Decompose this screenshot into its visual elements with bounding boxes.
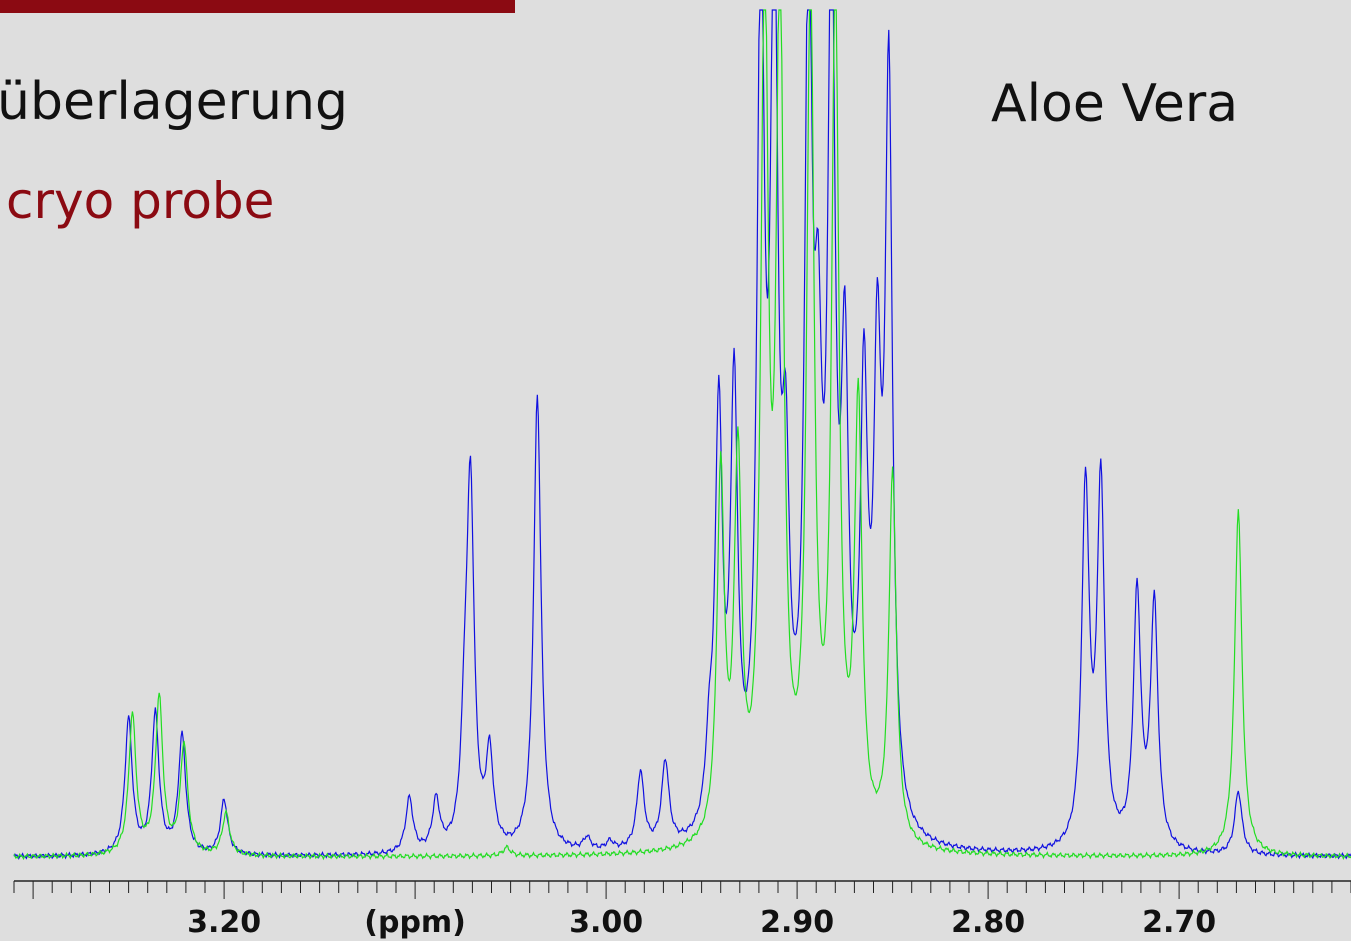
spectrum-peak — [408, 801, 410, 803]
spectrum-peak — [586, 843, 588, 845]
spectrum-peak — [718, 441, 720, 443]
x-axis: 3.20 3.00 2.90 2.80 2.70 (ppm) — [13, 880, 1351, 940]
title-accent-bar — [0, 0, 515, 13]
spectrum-peak — [817, 500, 819, 502]
spectrum-peak — [844, 433, 846, 435]
probe-subtitle: cryo probe — [6, 172, 275, 230]
spectrum-peak — [863, 441, 865, 443]
spectrum-peak — [888, 115, 890, 117]
spectrum-peak — [664, 771, 666, 773]
spectrum-peak — [435, 805, 437, 807]
spectrum-peak — [876, 437, 878, 439]
spectrum-peak — [639, 780, 641, 782]
spectrum-peak — [469, 500, 471, 502]
series-line-green — [13, 9, 1351, 861]
spectrum-peak — [609, 848, 611, 850]
x-tick-label: 2.70 — [1142, 905, 1216, 940]
x-tick-label: 2.80 — [951, 905, 1025, 940]
spectrum-peak — [1100, 492, 1102, 494]
x-tick-label: 2.90 — [760, 905, 834, 940]
spectrum-peak — [464, 759, 466, 761]
x-tick-label: 3.20 — [187, 905, 261, 940]
x-axis-unit-label: (ppm) — [364, 905, 466, 940]
spectrum-series — [13, 9, 1351, 861]
spectrum-peak — [785, 560, 787, 562]
spectrum-peak — [1136, 602, 1138, 604]
x-tick-label: 3.00 — [569, 905, 643, 940]
spectrum-peak — [857, 424, 859, 426]
series-line-blue — [13, 9, 1351, 860]
spectrum-peak — [733, 424, 735, 426]
overlay-title: überlagerung — [0, 72, 348, 132]
sample-title: Aloe Vera — [991, 74, 1239, 134]
spectrum-peak — [489, 763, 491, 765]
